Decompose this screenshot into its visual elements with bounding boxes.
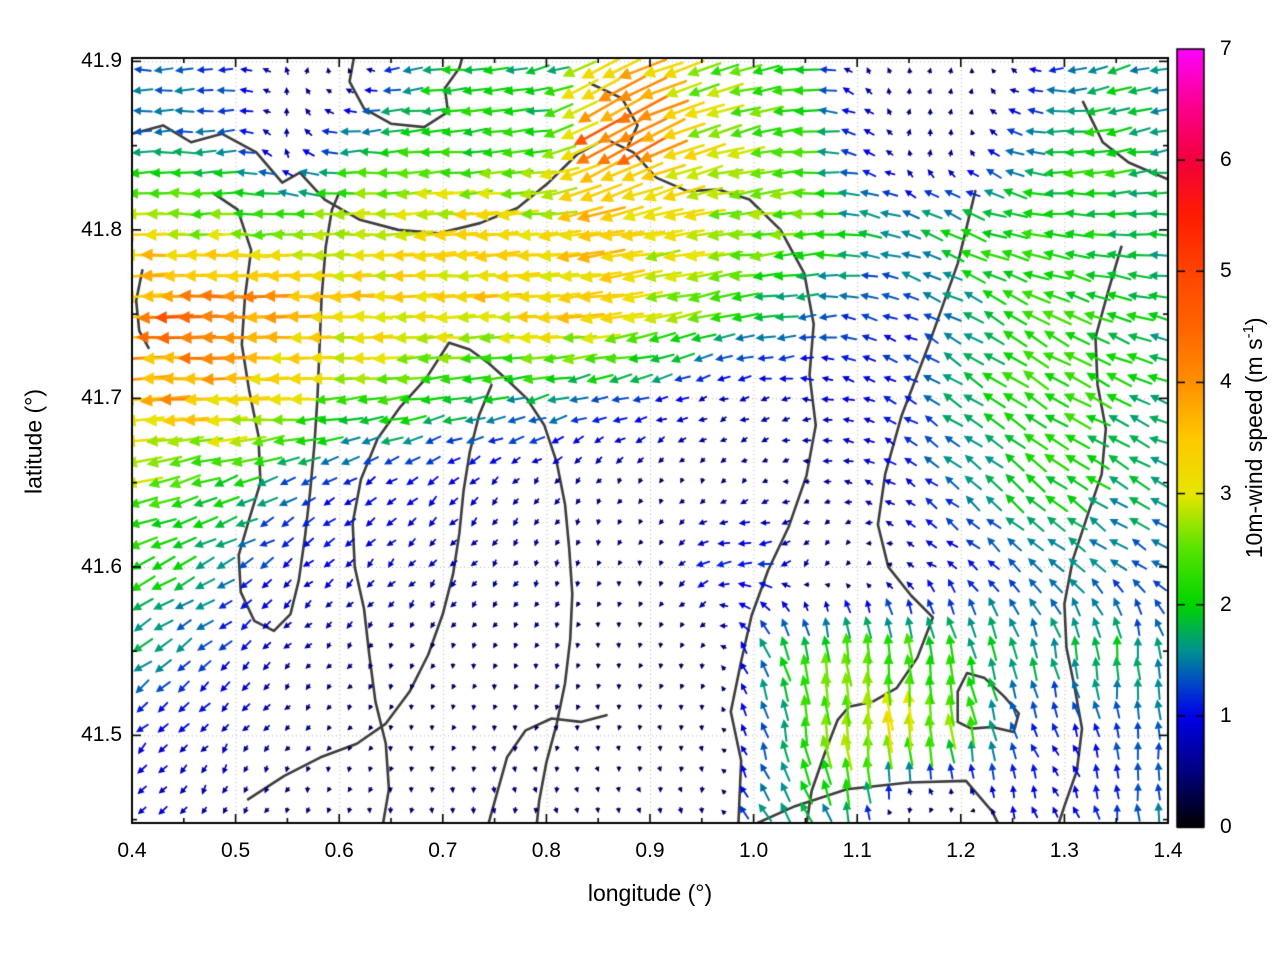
- x-tick-label: 0.8: [531, 839, 561, 862]
- x-tick-label: 1.3: [1049, 839, 1079, 862]
- colorbar-tick-label: 0: [1220, 815, 1232, 838]
- x-tick-label: 1.4: [1153, 839, 1183, 862]
- colorbar-label-text: 10m-wind speed (m s: [1240, 338, 1267, 559]
- colorbar-tick-label: 1: [1220, 703, 1232, 727]
- x-tick-label: 0.6: [324, 839, 354, 862]
- x-tick-label: 0.7: [428, 839, 458, 862]
- y-tick-label: 41.6: [81, 554, 122, 578]
- colorbar-label-close: ): [1240, 317, 1267, 326]
- colorbar-tick-label: 5: [1220, 259, 1232, 283]
- x-axis-label: longitude (°): [587, 880, 713, 906]
- y-tick-label: 41.8: [81, 217, 122, 241]
- colorbar-tick-label: 4: [1220, 370, 1232, 394]
- colorbar-label-superscript: -1: [1240, 325, 1258, 339]
- x-tick-label: 1.1: [842, 839, 872, 862]
- x-tick-label: 1.0: [738, 839, 769, 862]
- y-tick-label: 41.5: [81, 723, 122, 747]
- x-tick-label: 1.2: [946, 839, 976, 862]
- y-axis-label: latitude (°): [20, 388, 47, 495]
- x-tick-label: 0.9: [635, 839, 665, 862]
- x-tick-label: 0.4: [117, 839, 147, 862]
- colorbar-tick-label: 2: [1220, 592, 1232, 616]
- y-tick-label: 41.9: [81, 49, 122, 73]
- colorbar-tick-label: 3: [1220, 481, 1232, 505]
- colorbar-axis-label: 10m-wind speed (m s-1): [1240, 188, 1268, 688]
- colorbar-tick-label: 6: [1220, 148, 1232, 172]
- x-tick-label: 0.5: [220, 839, 251, 862]
- y-tick-label: 41.7: [81, 386, 122, 410]
- colorbar-tick-label: 7: [1220, 37, 1232, 60]
